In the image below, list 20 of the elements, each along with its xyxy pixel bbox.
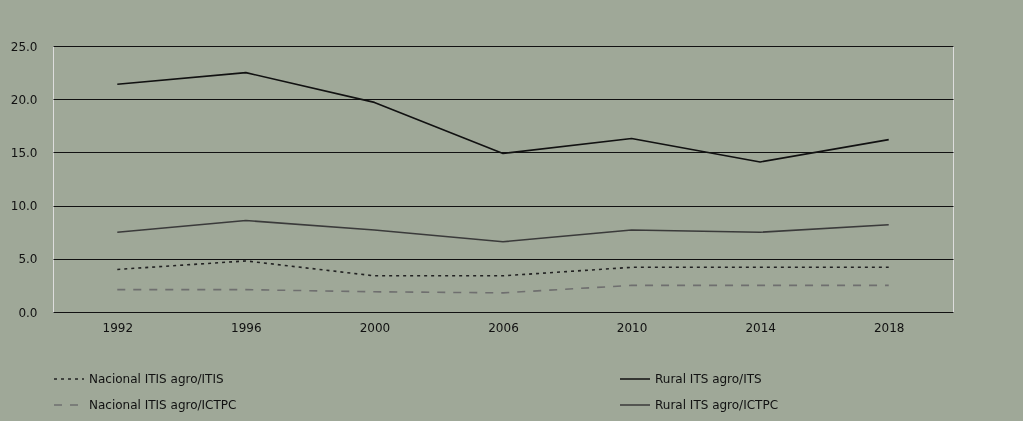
y-tick-label: 25.0 <box>10 39 38 54</box>
x-tick-label: 2018 <box>873 320 905 335</box>
y-tick-label: 5.0 <box>18 252 38 267</box>
y-tick-label: 20.0 <box>10 92 38 107</box>
line-series <box>116 260 890 277</box>
y-tick-label: 0.0 <box>18 305 38 320</box>
x-tick-label: 2010 <box>616 320 648 335</box>
x-tick-label: 2014 <box>745 320 776 335</box>
x-tick-label: 1992 <box>102 320 134 335</box>
y-tick-label: 15.0 <box>10 145 38 160</box>
line-series <box>116 219 890 243</box>
legend-label: Nacional ITIS agro/ITIS <box>89 372 224 386</box>
legend-label: Nacional ITIS agro/ICTPC <box>89 398 237 412</box>
legend-label: Rural ITS agro/ITS <box>655 372 762 386</box>
line-series <box>116 284 890 294</box>
x-tick-label: 2006 <box>488 320 519 335</box>
x-tick-label: 2000 <box>359 320 391 335</box>
y-tick-label: 10.0 <box>10 199 38 214</box>
legend-label: Rural ITS agro/ICTPC <box>655 398 779 412</box>
x-tick-label: 1996 <box>231 320 262 335</box>
